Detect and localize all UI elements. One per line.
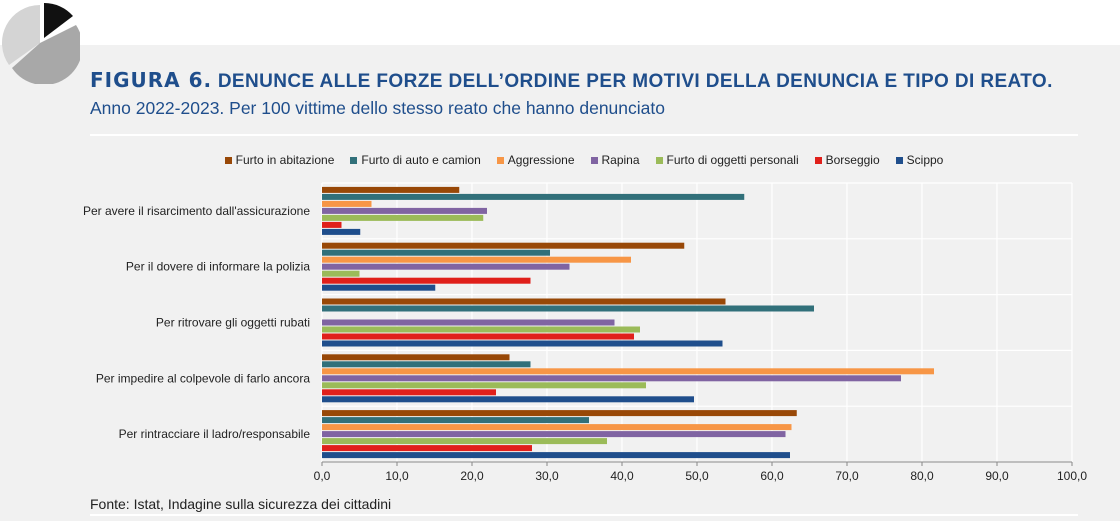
figure-title-text: DENUNCE ALLE FORZE DELL’ORDINE PER MOTIV… <box>217 71 1053 92</box>
bar <box>322 228 361 235</box>
bar <box>322 319 615 326</box>
bar <box>322 221 342 228</box>
bar <box>322 410 797 417</box>
x-tick-label: 10,0 <box>385 469 409 483</box>
bar <box>322 207 487 214</box>
legend-item: Rapina <box>590 151 640 169</box>
legend-item: Scippo <box>895 151 944 169</box>
x-tick-label: 60,0 <box>760 469 784 483</box>
bar <box>322 354 510 361</box>
legend-swatch <box>224 156 232 164</box>
bottom-divider <box>90 514 1078 516</box>
bar <box>322 340 723 347</box>
legend-swatch <box>814 156 822 164</box>
top-divider <box>90 134 1078 136</box>
bar <box>322 263 570 270</box>
legend-item: Furto in abitazione <box>224 151 335 169</box>
legend-label: Rapina <box>601 153 640 167</box>
legend-label: Aggressione <box>507 153 575 167</box>
legend-swatch <box>496 156 504 164</box>
bar <box>322 368 934 375</box>
bar <box>322 256 631 263</box>
bar <box>322 389 496 396</box>
legend-item: Aggressione <box>496 151 575 169</box>
source-note: Fonte: Istat, Indagine sulla sicurezza d… <box>90 496 392 512</box>
category-label: Per il dovere di informare la polizia <box>126 260 310 274</box>
x-tick-label: 30,0 <box>535 469 559 483</box>
bar <box>322 438 607 445</box>
bar <box>322 452 790 459</box>
legend-label: Furto di auto e camion <box>361 153 481 167</box>
legend-item: Furto di auto e camion <box>350 151 481 169</box>
legend-label: Borseggio <box>825 153 880 167</box>
pie-logo-icon <box>1 2 80 84</box>
bar <box>322 284 436 291</box>
legend-item: Furto di oggetti personali <box>655 151 799 169</box>
x-tick-label: 70,0 <box>835 469 859 483</box>
legend-label: Furto in abitazione <box>235 153 335 167</box>
bar <box>322 326 640 333</box>
legend-label: Furto di oggetti personali <box>666 153 799 167</box>
chart-legend: Furto in abitazione Furto di auto e camio… <box>90 151 1078 169</box>
bar <box>322 270 360 277</box>
bar <box>322 361 531 368</box>
bar <box>322 396 694 403</box>
bar <box>322 249 550 256</box>
bar <box>322 277 531 284</box>
x-tick-label: 0,0 <box>314 469 331 483</box>
category-label: Per avere il risarcimento dall'assicuraz… <box>83 204 310 218</box>
bar <box>322 424 792 431</box>
legend-swatch <box>350 156 358 164</box>
category-label: Per impedire al colpevole di farlo ancor… <box>96 371 310 385</box>
bar <box>322 375 901 382</box>
figure-subtitle: Anno 2022-2023. Per 100 vittime dello st… <box>90 98 665 118</box>
legend-swatch <box>895 156 903 164</box>
x-tick-label: 100,0 <box>1057 469 1087 483</box>
bar <box>322 200 372 207</box>
category-label: Per ritrovare gli oggetti rubati <box>156 316 310 330</box>
bar-chart: Per avere il risarcimento dall'assicuraz… <box>83 182 1087 483</box>
x-tick-label: 50,0 <box>685 469 709 483</box>
figure-title: FIGURA 6. DENUNCE ALLE FORZE DELL’ORDINE… <box>90 68 1080 93</box>
x-tick-label: 20,0 <box>460 469 484 483</box>
figure-label: FIGURA 6. <box>90 68 213 92</box>
legend-swatch <box>655 156 663 164</box>
legend-item: Borseggio <box>814 151 880 169</box>
bar <box>322 431 786 438</box>
x-tick-label: 40,0 <box>610 469 634 483</box>
bar <box>322 417 589 424</box>
legend-label: Scippo <box>906 153 944 167</box>
bar <box>322 333 634 340</box>
bar <box>322 242 685 249</box>
category-label: Per rintracciare il ladro/responsabile <box>119 427 311 441</box>
bar <box>322 298 726 305</box>
x-tick-label: 80,0 <box>910 469 934 483</box>
bar <box>322 193 745 200</box>
bar <box>322 382 646 389</box>
legend-swatch <box>590 156 598 164</box>
bar <box>322 305 814 312</box>
bar <box>322 214 484 221</box>
x-tick-label: 90,0 <box>985 469 1009 483</box>
bar <box>322 186 460 193</box>
bar <box>322 445 532 452</box>
